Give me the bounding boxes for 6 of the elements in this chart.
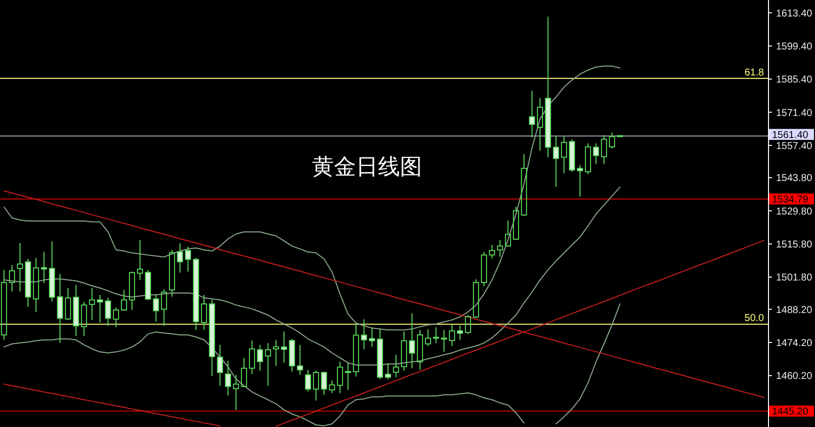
ref-line-label: 1445.20 [772,406,809,418]
title: 黄金日线图 [312,155,422,180]
annotation: 50.0 [744,313,764,324]
ref-line-label: 1561.40 [772,130,809,141]
annotation: 61.8 [744,67,764,78]
ref-line-label: 1534.79 [772,194,809,206]
